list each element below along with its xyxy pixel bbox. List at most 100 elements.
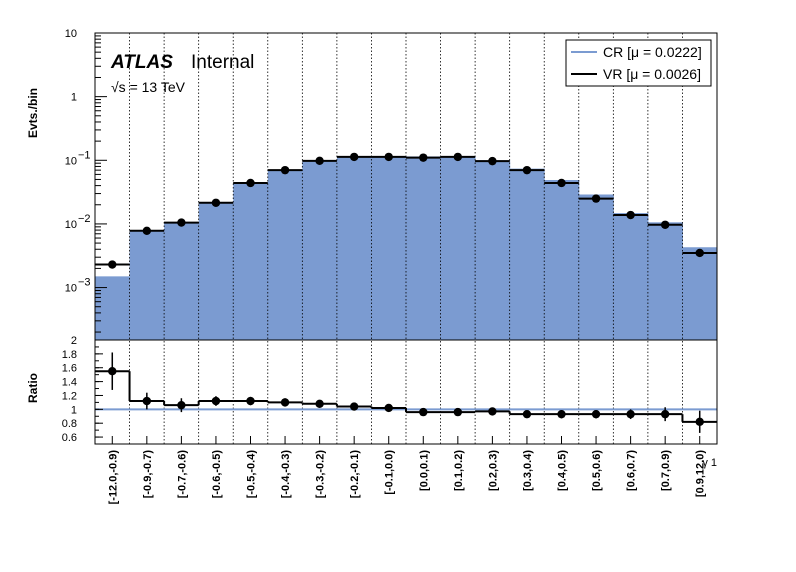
ratio-y-tick-label: 1.8 (62, 349, 77, 361)
x-tick-label: [0.1,0.2) (453, 450, 465, 491)
ratio-histogram (95, 352, 717, 433)
vr-point (419, 153, 428, 162)
vr-point (660, 220, 670, 229)
cr-bar (647, 222, 683, 340)
ratio-point (695, 417, 704, 427)
cr-bar (682, 247, 718, 340)
ratio-y-tick-label: 2 (71, 335, 77, 347)
x-tick-label: [0.3,0.4) (522, 450, 534, 491)
ratio-point (626, 409, 635, 419)
x-tick-label: [0.2,0.3) (487, 450, 499, 491)
legend-vr-label: VR [μ = 0.0026] (603, 66, 701, 82)
internal-label: Internal (191, 52, 254, 73)
vr-point (108, 260, 117, 269)
ratio-y-tick-label: 1.2 (62, 390, 77, 402)
x-axis-label: γ 1 (702, 457, 717, 469)
top-y-tick-exponent: −3 (78, 277, 91, 289)
cr-bar (164, 222, 200, 340)
x-tick-label: [-0.7,-0.6) (176, 450, 188, 499)
x-tick-label: [-0.2,-0.1) (349, 450, 361, 499)
cr-bar (302, 160, 338, 340)
axis-ticks: 10−310−210 −11100.60.811.21.41.61.82[-12.… (62, 28, 707, 504)
legend: CR [μ = 0.0222] VR [μ = 0.0026] (565, 39, 712, 87)
legend-cr-label: CR [μ = 0.0222] (603, 44, 702, 60)
vr-point (626, 210, 635, 220)
cr-bar (198, 203, 234, 340)
cr-bar (475, 160, 511, 340)
ratio-y-axis-label: Ratio (26, 373, 40, 403)
cr-bar (509, 168, 545, 340)
top-y-tick-label: 10 (65, 155, 77, 167)
ratio-point (660, 409, 670, 419)
ratio-point (142, 396, 152, 406)
ratio-point (384, 403, 393, 413)
ratio-point (488, 407, 497, 416)
x-tick-label: [-0.3,-0.2) (315, 450, 327, 499)
ratio-point (108, 367, 117, 376)
cr-bar (613, 213, 649, 340)
ratio-y-tick-label: 1.6 (62, 363, 77, 375)
x-tick-label: [-0.6,-0.5) (211, 450, 223, 499)
vr-point (349, 152, 359, 162)
vr-point (384, 152, 393, 162)
ratio-y-tick-label: 0.6 (62, 432, 77, 444)
top-y-tick-label: 1 (71, 92, 77, 104)
x-tick-label: [0.4,0.5) (557, 450, 569, 491)
cr-bar (129, 230, 165, 340)
cr-bar (267, 170, 303, 340)
top-y-tick-exponent: −2 (78, 213, 91, 225)
cr-bar (578, 194, 614, 340)
top-y-tick-label: 10 (65, 28, 77, 40)
x-tick-label: [0.5,0.6) (591, 450, 603, 491)
vr-point (557, 178, 566, 188)
x-tick-label: [-0.9,-0.7) (142, 450, 154, 499)
x-tick-label: [0.6,0.7) (626, 450, 638, 491)
vr-point (211, 198, 221, 207)
cr-bar (406, 156, 442, 340)
atlas-logo-text: ATLAS (110, 52, 173, 73)
vr-point (591, 194, 601, 203)
ratio-y-tick-label: 1.4 (62, 377, 77, 389)
ratio-point (453, 407, 463, 417)
cr-bar (233, 182, 269, 340)
vr-point (488, 156, 497, 166)
cr-bar (371, 156, 407, 340)
ratio-point (419, 407, 428, 417)
ratio-point (349, 402, 359, 411)
cr-histogram-fill (95, 156, 718, 340)
ratio-y-tick-label: 0.8 (62, 418, 77, 430)
top-y-axis-label: Evts./bin (26, 88, 40, 138)
vr-point (695, 248, 704, 258)
vr-point (315, 156, 324, 166)
vr-point (453, 152, 463, 162)
top-y-tick-label: 10 (65, 219, 77, 231)
vr-point (280, 165, 290, 175)
vr-point (522, 165, 532, 175)
vr-point (177, 218, 186, 227)
ratio-point (211, 396, 221, 406)
ratio-point (315, 399, 324, 408)
cr-bar (336, 156, 372, 340)
cr-bar (95, 276, 131, 340)
vr-point (142, 226, 152, 235)
ratio-point (591, 409, 601, 419)
x-tick-label: [-0.4,-0.3) (280, 450, 292, 499)
ratio-point (280, 398, 290, 407)
ratio-point (246, 396, 255, 406)
top-y-tick-label: 10 (65, 283, 77, 295)
top-y-tick-exponent: −1 (78, 149, 91, 161)
ratio-y-tick-label: 1 (71, 404, 77, 416)
legend-box (565, 39, 712, 87)
x-tick-label: [-0.1,0.0) (384, 450, 396, 495)
plot-frames (94, 32, 718, 445)
energy-label: √s = 13 TeV (111, 79, 186, 95)
vr-histogram (95, 152, 717, 269)
x-tick-label: [0.7,0.9) (660, 450, 672, 491)
cr-bar (440, 156, 476, 340)
ratio-point (522, 409, 532, 419)
x-tick-label: [0.0,0.1) (418, 450, 430, 491)
x-tick-label: [-0.5,-0.4) (246, 450, 258, 499)
ratio-point (177, 400, 186, 410)
x-tick-label: [0.9,12.0) (695, 450, 707, 497)
